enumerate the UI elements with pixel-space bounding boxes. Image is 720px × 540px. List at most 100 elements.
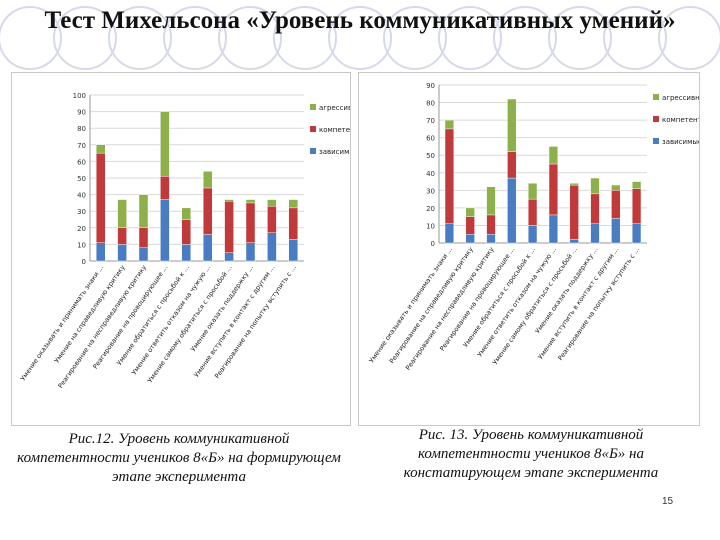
bar-segment-dependent bbox=[160, 199, 170, 262]
bar-segment-aggressive bbox=[245, 199, 256, 204]
bar-segment-competent bbox=[160, 176, 170, 200]
legend-swatch bbox=[310, 104, 316, 110]
y-tick-label: 20 bbox=[426, 205, 435, 213]
decorative-circle bbox=[273, 6, 337, 70]
bar-segment-aggressive bbox=[267, 199, 277, 207]
bar-segment-competent bbox=[548, 163, 558, 216]
bar-segment-competent bbox=[486, 214, 496, 235]
bar-segment-aggressive bbox=[548, 146, 558, 165]
bar-segment-dependent bbox=[96, 242, 106, 262]
y-tick-label: 20 bbox=[77, 225, 86, 233]
page-number: 15 bbox=[662, 496, 674, 507]
bar-segment-competent bbox=[203, 187, 213, 235]
bar-segment-dependent bbox=[203, 234, 213, 262]
y-tick-label: 50 bbox=[426, 152, 435, 160]
bar-segment-dependent bbox=[590, 223, 600, 244]
bar-segment-aggressive bbox=[224, 199, 234, 202]
legend-swatch bbox=[310, 148, 316, 154]
bar-segment-aggressive bbox=[590, 177, 600, 195]
y-tick-label: 10 bbox=[77, 241, 86, 249]
bar-segment-dependent bbox=[507, 177, 517, 244]
y-tick-label: 50 bbox=[77, 175, 86, 183]
y-tick-label: 30 bbox=[426, 187, 435, 195]
bar-segment-competent bbox=[138, 227, 149, 248]
y-tick-label: 60 bbox=[77, 158, 86, 166]
bar-segment-competent bbox=[569, 184, 579, 240]
bar-segment-aggressive bbox=[507, 98, 517, 152]
legend-swatch bbox=[653, 94, 659, 100]
bar-segment-aggressive bbox=[486, 186, 496, 216]
bar-segment-competent bbox=[245, 202, 256, 243]
bar-segment-dependent bbox=[528, 225, 538, 244]
bar-segment-aggressive bbox=[181, 207, 191, 220]
bar-segment-dependent bbox=[288, 239, 298, 262]
bar-segment-competent bbox=[288, 207, 298, 240]
chart-ascertaining-stage: 0 10 20 30 40 50 60 70 80 90 Умение оказывать и пр… bbox=[358, 72, 700, 426]
bar-segment-aggressive bbox=[465, 207, 475, 217]
bar-segment-dependent bbox=[569, 239, 579, 244]
legend-entry: компетентные bbox=[319, 126, 350, 134]
bar-segment-aggressive bbox=[444, 119, 454, 130]
bar-segment-dependent bbox=[444, 223, 454, 244]
decorative-circle bbox=[328, 6, 392, 70]
bar-segment-aggressive bbox=[288, 199, 298, 209]
bar-segment-dependent bbox=[224, 252, 234, 262]
decorative-circle bbox=[218, 6, 282, 70]
legend-entry: агрессивные bbox=[319, 104, 350, 112]
bar-segment-aggressive bbox=[203, 171, 213, 189]
decorative-circles bbox=[0, 6, 720, 70]
y-tick-label: 40 bbox=[77, 192, 86, 200]
bar-segment-aggressive bbox=[96, 144, 106, 154]
decorative-circle bbox=[383, 6, 447, 70]
decorative-circle bbox=[603, 6, 667, 70]
bar-segment-aggressive bbox=[138, 194, 149, 228]
y-tick-label: 90 bbox=[426, 82, 435, 90]
y-tick-label: 80 bbox=[77, 125, 86, 133]
bar-segment-competent bbox=[444, 128, 454, 224]
bar-segment-dependent bbox=[486, 234, 496, 244]
caption-right: Рис. 13. Уровень коммуникативной компете… bbox=[403, 427, 659, 481]
bar-segment-competent bbox=[224, 201, 234, 253]
caption-left: Рис.12. Уровень коммуникативной компетен… bbox=[17, 431, 341, 485]
x-category-label: Умение ответить отказом на чужую ... bbox=[130, 264, 212, 377]
y-tick-label: 70 bbox=[426, 117, 435, 125]
legend-swatch bbox=[310, 126, 316, 132]
bar-segment-dependent bbox=[465, 234, 475, 244]
y-tick-label: 90 bbox=[77, 109, 86, 117]
bar-segment-aggressive bbox=[117, 199, 127, 229]
bar-segment-competent bbox=[117, 227, 127, 245]
bar-segment-aggressive bbox=[611, 184, 621, 191]
y-tick-label: 30 bbox=[77, 208, 86, 216]
decorative-circle bbox=[108, 6, 172, 70]
bar-segment-aggressive bbox=[528, 183, 538, 200]
bar-segment-dependent bbox=[138, 247, 149, 262]
y-tick-label: 60 bbox=[426, 135, 435, 143]
y-tick-label: 100 bbox=[73, 92, 86, 100]
y-tick-label: 80 bbox=[426, 100, 435, 108]
x-category-label: Умение вступить в контакт с другим ... bbox=[192, 264, 276, 379]
y-tick-label: 40 bbox=[426, 170, 435, 178]
decorative-circle bbox=[438, 6, 502, 70]
y-tick-label: 0 bbox=[431, 240, 435, 248]
bar-segment-competent bbox=[267, 206, 277, 233]
chart-formative-stage: 0 10 20 30 40 50 60 70 80 90 100 Умение оказывать и… bbox=[11, 72, 351, 426]
bar-segment-competent bbox=[528, 198, 538, 226]
bar-segment-dependent bbox=[611, 218, 621, 244]
bar-segment-dependent bbox=[267, 232, 277, 262]
bar-segment-aggressive bbox=[160, 111, 170, 177]
legend-swatch bbox=[653, 138, 659, 144]
bar-segment-dependent bbox=[632, 223, 642, 244]
bar-segment-dependent bbox=[181, 244, 191, 262]
legend-entry: компетентные bbox=[662, 116, 699, 124]
bar-segment-competent bbox=[465, 216, 475, 235]
bar-segment-dependent bbox=[548, 214, 558, 244]
decorative-circle bbox=[0, 6, 62, 70]
decorative-circle bbox=[658, 6, 720, 70]
legend-entry: агрессивные bbox=[662, 94, 699, 102]
legend-entry: зависимые bbox=[662, 138, 699, 146]
bar-segment-competent bbox=[590, 193, 600, 224]
y-tick-label: 70 bbox=[77, 142, 86, 150]
legend-swatch bbox=[653, 116, 659, 122]
bar-segment-competent bbox=[507, 151, 517, 179]
